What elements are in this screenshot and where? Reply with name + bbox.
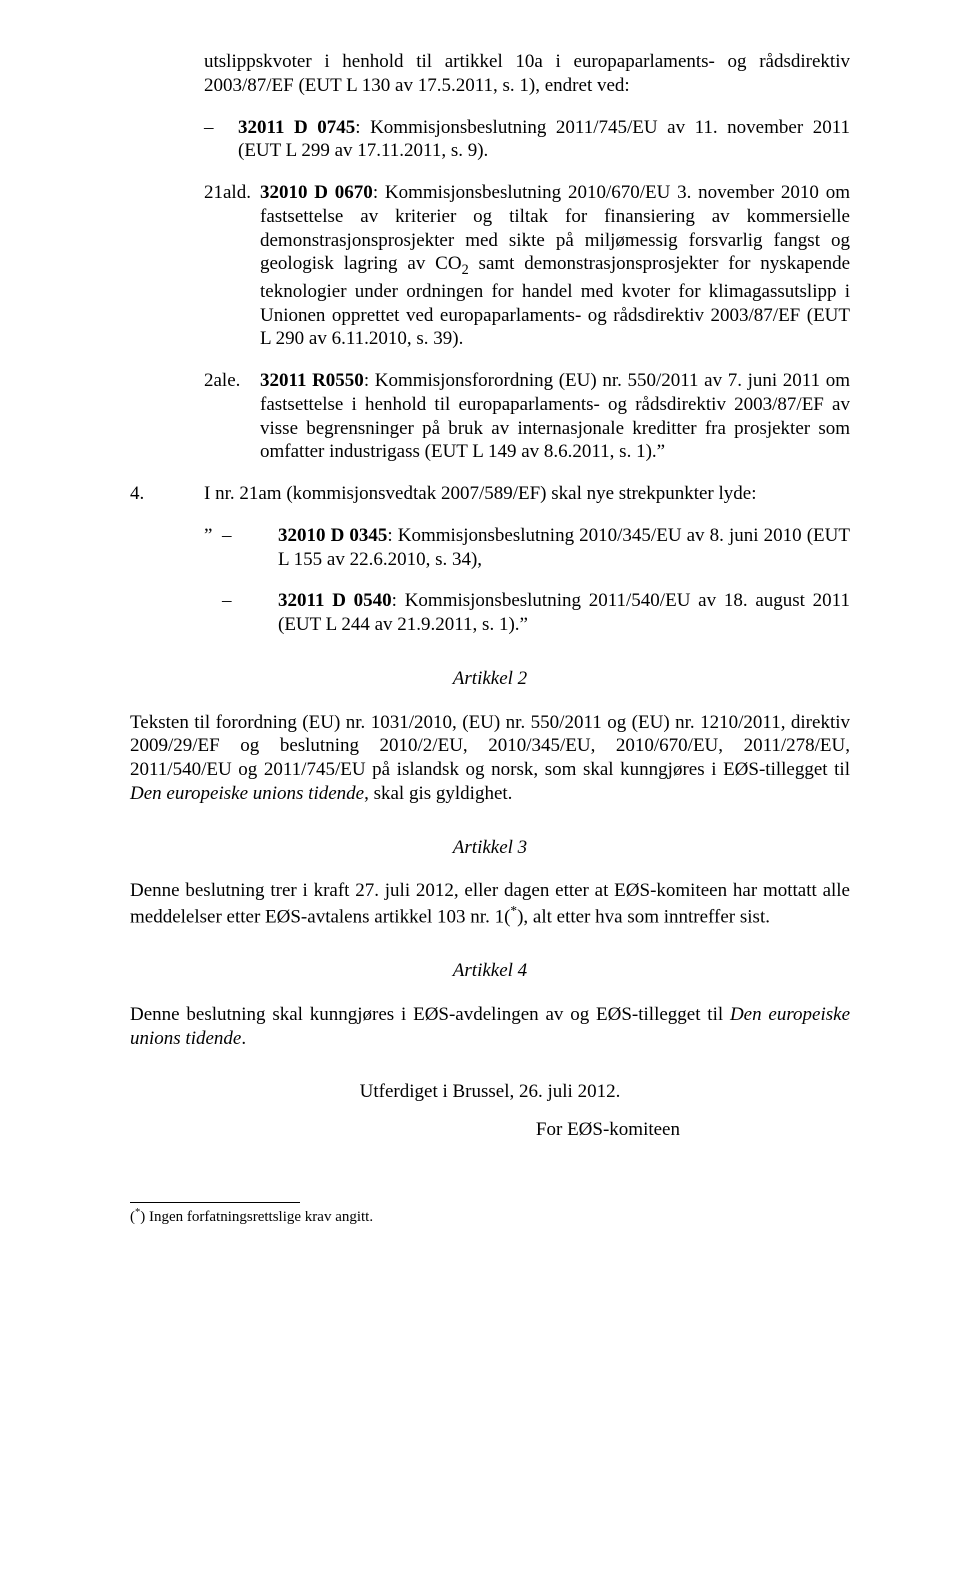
footnote: (*) Ingen forfatningsrettslige krav angi… <box>130 1207 850 1226</box>
for-line: For EØS-komiteen <box>130 1118 850 1142</box>
article-2-italic: Den europeiske unions tidende <box>130 783 364 804</box>
item-21ald-sub: 2 <box>462 262 469 278</box>
item-2ale-bold: 32011 R0550 <box>260 370 364 391</box>
item-21ald: 21ald. 32010 D 0670: Kommisjonsbeslutnin… <box>204 181 850 351</box>
item-2ale-label: 2ale. <box>204 369 260 464</box>
item-4: 4. I nr. 21am (kommisjonsvedtak 2007/589… <box>130 482 850 506</box>
item-2ale: 2ale. 32011 R0550: Kommisjonsforordning … <box>204 369 850 464</box>
open-quote-empty <box>204 589 222 637</box>
item-4-num: 4. <box>130 482 204 506</box>
quote-item-1-body: 32010 D 0345: Kommisjonsbeslutning 2010/… <box>278 524 850 572</box>
footnote-rule <box>130 1202 300 1203</box>
quote-item-2-body: 32011 D 0540: Kommisjonsbeslutning 2011/… <box>278 589 850 637</box>
article-4-header: Artikkel 4 <box>130 959 850 983</box>
article-4-text-a: Denne beslutning skal kunngjøres i EØS-a… <box>130 1004 730 1025</box>
article-2-body: Teksten til forordning (EU) nr. 1031/201… <box>130 711 850 806</box>
dash-item-1: – 32011 D 0745: Kommisjonsbeslutning 201… <box>204 116 850 164</box>
intro-paragraph: utslippskvoter i henhold til artikkel 10… <box>204 50 850 98</box>
quote-item-2: – 32011 D 0540: Kommisjonsbeslutning 201… <box>204 589 850 637</box>
item-4-body: I nr. 21am (kommisjonsvedtak 2007/589/EF… <box>204 482 850 506</box>
footnote-text: Ingen forfatningsrettslige krav angitt. <box>145 1209 373 1225</box>
article-2-text-a: Teksten til forordning (EU) nr. 1031/201… <box>130 712 850 781</box>
article-3-text-b: ), alt etter hva som inntreffer sist. <box>517 906 770 927</box>
signature-place: Utferdiget i Brussel, 26. juli 2012. <box>130 1080 850 1104</box>
quote-item-2-bold: 32011 D 0540 <box>278 590 392 611</box>
article-4-text-b: . <box>241 1028 246 1049</box>
item-2ale-body: 32011 R0550: Kommisjonsforordning (EU) n… <box>260 369 850 464</box>
item-21ald-body: 32010 D 0670: Kommisjonsbeslutning 2010/… <box>260 181 850 351</box>
quote-item-1-bold: 32010 D 0345 <box>278 525 387 546</box>
quote-item-1-dash: – <box>222 524 278 572</box>
dash-item-1-body: 32011 D 0745: Kommisjonsbeslutning 2011/… <box>238 116 850 164</box>
article-3-body: Denne beslutning trer i kraft 27. juli 2… <box>130 879 850 929</box>
quote-item-1: ” – 32010 D 0345: Kommisjonsbeslutning 2… <box>204 524 850 572</box>
dash-glyph: – <box>204 116 238 164</box>
open-quote: ” <box>204 524 222 572</box>
article-3-header: Artikkel 3 <box>130 836 850 860</box>
quote-item-2-dash: – <box>222 589 278 637</box>
article-4-body: Denne beslutning skal kunngjøres i EØS-a… <box>130 1003 850 1051</box>
item-21ald-bold: 32010 D 0670 <box>260 182 373 203</box>
footnote-mark: * <box>135 1207 140 1218</box>
article-2-header: Artikkel 2 <box>130 667 850 691</box>
dash-item-1-bold: 32011 D 0745 <box>238 117 355 138</box>
item-21ald-label: 21ald. <box>204 181 260 351</box>
article-2-text-b: , skal gis gyldighet. <box>364 783 512 804</box>
